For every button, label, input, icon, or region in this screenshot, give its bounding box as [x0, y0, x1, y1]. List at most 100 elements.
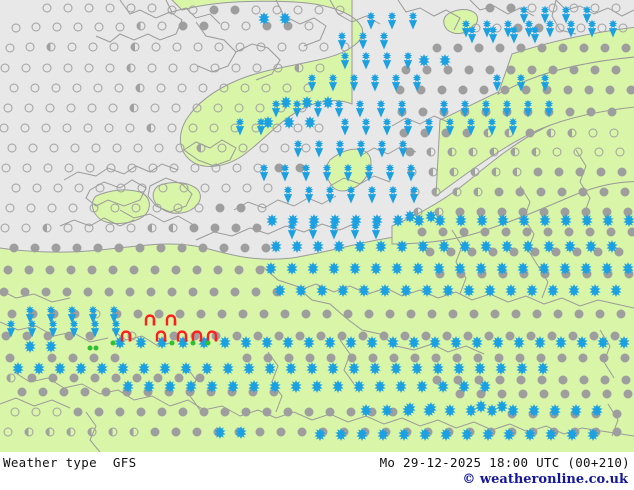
- clear-sky-circle-icon: [315, 63, 325, 73]
- clear-sky-circle-icon: [167, 123, 177, 133]
- clear-sky-circle-icon: [168, 63, 178, 73]
- snow-shower-icon: [491, 73, 504, 95]
- weather-map[interactable]: [0, 0, 634, 452]
- snow-shower-icon: [544, 19, 557, 41]
- clear-sky-circle-icon: [110, 203, 120, 213]
- overcast-circle-icon: [560, 389, 570, 399]
- overcast-circle-icon: [66, 265, 76, 275]
- clear-sky-circle-icon: [5, 203, 15, 213]
- snowflake-icon: [461, 428, 474, 444]
- overcast-circle-icon: [199, 21, 209, 31]
- snow-shower-icon: [336, 31, 349, 53]
- clear-sky-circle-icon: [273, 63, 283, 73]
- clear-sky-circle-icon: [114, 83, 124, 93]
- clear-sky-circle-icon: [126, 3, 136, 13]
- overcast-circle-icon: [213, 265, 223, 275]
- overcast-circle-icon: [219, 243, 229, 253]
- partly-cloudy-circle-icon: [147, 223, 157, 233]
- snowflake-icon: [597, 336, 610, 352]
- partly-cloudy-circle-icon: [491, 167, 501, 177]
- clear-sky-circle-icon: [241, 21, 251, 31]
- snow-shower-icon: [396, 99, 409, 121]
- clear-sky-circle-icon: [152, 203, 162, 213]
- snow-shower-icon: [87, 305, 100, 327]
- clear-sky-circle-icon: [133, 143, 143, 153]
- overcast-circle-icon: [497, 389, 507, 399]
- clear-sky-circle-icon: [319, 42, 329, 52]
- snowflake-icon: [486, 404, 499, 420]
- snow-shower-icon: [402, 51, 415, 73]
- snow-shower-icon: [411, 73, 424, 95]
- snowflake-icon: [411, 362, 424, 378]
- footer-model: GFS: [112, 455, 137, 470]
- overcast-circle-icon: [578, 353, 588, 363]
- overcast-circle-icon: [485, 3, 495, 13]
- clear-sky-circle-icon: [177, 83, 187, 93]
- snow-shower-icon: [339, 51, 352, 73]
- snowflake-icon: [516, 362, 529, 378]
- clear-sky-circle-icon: [277, 42, 287, 52]
- clear-sky-circle-icon: [618, 23, 628, 33]
- snowflake-icon: [269, 380, 282, 396]
- snow-shower-icon: [47, 319, 60, 341]
- snow-shower-icon: [387, 185, 400, 207]
- overcast-circle-icon: [557, 187, 567, 197]
- overcast-circle-icon: [283, 407, 293, 417]
- overcast-circle-icon: [178, 21, 188, 31]
- drizzle-dot-icon: [110, 340, 116, 346]
- snow-shower-icon: [345, 185, 358, 207]
- snow-shower-icon: [397, 139, 410, 161]
- snow-shower-icon: [300, 163, 313, 185]
- snow-shower-icon: [518, 5, 531, 27]
- overcast-circle-icon: [558, 43, 568, 53]
- overcast-circle-icon: [518, 389, 528, 399]
- snowflake-icon: [438, 240, 451, 256]
- overcast-circle-icon: [136, 407, 146, 417]
- overcast-circle-icon: [469, 309, 479, 319]
- clear-sky-circle-icon: [127, 163, 137, 173]
- snowflake-icon: [375, 240, 388, 256]
- snowflake-icon: [404, 210, 417, 226]
- clear-sky-circle-icon: [68, 203, 78, 213]
- snowflake-icon: [291, 240, 304, 256]
- clear-sky-circle-icon: [10, 407, 20, 417]
- snowflake-icon: [135, 336, 148, 352]
- snowflake-icon: [348, 362, 361, 378]
- partly-cloudy-circle-icon: [449, 167, 459, 177]
- clear-sky-circle-icon: [42, 63, 52, 73]
- snowflake-icon: [387, 336, 400, 352]
- overcast-circle-icon: [621, 375, 631, 385]
- overcast-circle-icon: [322, 309, 332, 319]
- overcast-circle-icon: [437, 85, 447, 95]
- snowflake-icon: [585, 240, 598, 256]
- snowflake-icon: [555, 336, 568, 352]
- overcast-circle-icon: [623, 389, 633, 399]
- clear-sky-circle-icon: [49, 143, 59, 153]
- snow-shower-icon: [386, 11, 399, 33]
- clear-sky-circle-icon: [147, 3, 157, 13]
- overcast-circle-icon: [115, 407, 125, 417]
- clear-sky-circle-icon: [31, 407, 41, 417]
- snow-shower-icon: [365, 11, 378, 33]
- clear-sky-circle-icon: [31, 22, 41, 32]
- overcast-circle-icon: [533, 167, 543, 177]
- snowflake-icon: [412, 262, 425, 278]
- overcast-circle-icon: [236, 203, 246, 213]
- clear-sky-circle-icon: [64, 163, 74, 173]
- clear-sky-circle-icon: [213, 103, 223, 113]
- few-clouds-circle-icon: [87, 427, 97, 437]
- footer-left-group: Weather type GFS: [3, 455, 136, 470]
- snowflake-icon: [429, 336, 442, 352]
- snowflake-icon: [350, 214, 363, 230]
- partly-cloudy-circle-icon: [489, 147, 499, 157]
- clear-sky-circle-icon: [552, 147, 562, 157]
- snowflake-icon: [345, 336, 358, 352]
- clear-sky-circle-icon: [67, 42, 77, 52]
- weather-symbol-layer: [0, 3, 634, 444]
- snowflake-icon: [471, 336, 484, 352]
- snowflake-icon: [222, 362, 235, 378]
- snowflake-icon: [219, 336, 232, 352]
- snowflake-icon: [312, 240, 325, 256]
- clear-sky-circle-icon: [83, 123, 93, 133]
- snowflake-icon: [538, 262, 551, 278]
